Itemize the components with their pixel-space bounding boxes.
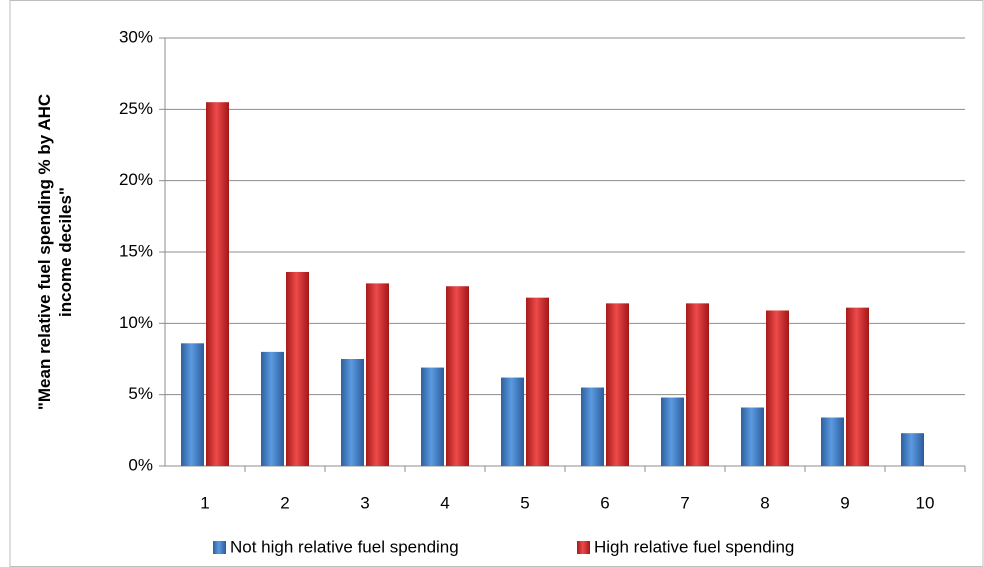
bar bbox=[846, 307, 869, 466]
legend-label: High relative fuel spending bbox=[594, 537, 794, 556]
y-tick-label: 20% bbox=[119, 170, 153, 189]
y-tick-label: 10% bbox=[119, 313, 153, 332]
x-tick-label: 2 bbox=[280, 493, 289, 512]
bar bbox=[766, 310, 789, 466]
bar bbox=[821, 417, 844, 466]
bar bbox=[286, 271, 309, 466]
bar bbox=[366, 283, 389, 466]
bar bbox=[901, 433, 924, 466]
bar bbox=[501, 377, 524, 466]
y-tick-label: 5% bbox=[128, 384, 153, 403]
bar bbox=[686, 303, 709, 466]
x-tick-label: 6 bbox=[600, 493, 609, 512]
x-tick-label: 8 bbox=[760, 493, 769, 512]
legend-label: Not high relative fuel spending bbox=[230, 537, 459, 556]
bar bbox=[206, 102, 229, 466]
y-tick-label: 15% bbox=[119, 241, 153, 260]
x-tick-label: 3 bbox=[360, 493, 369, 512]
chart-frame bbox=[9, 0, 984, 567]
x-tick-label: 10 bbox=[916, 493, 935, 512]
y-tick-label: 0% bbox=[128, 455, 153, 474]
y-tick-label: 30% bbox=[119, 27, 153, 46]
y-axis-label: "Mean relative fuel spending % by AHC in… bbox=[35, 93, 75, 411]
bar bbox=[181, 343, 204, 466]
bar bbox=[581, 387, 604, 466]
bar bbox=[261, 351, 284, 466]
legend-swatch bbox=[213, 541, 226, 554]
x-tick-label: 4 bbox=[440, 493, 449, 512]
bar bbox=[526, 297, 549, 466]
legend-swatch bbox=[577, 541, 590, 554]
x-tick-label: 5 bbox=[520, 493, 529, 512]
bar bbox=[606, 303, 629, 466]
x-tick-label: 7 bbox=[680, 493, 689, 512]
bar bbox=[446, 286, 469, 466]
bar bbox=[661, 397, 684, 466]
x-tick-label: 9 bbox=[840, 493, 849, 512]
bar bbox=[741, 407, 764, 466]
y-tick-label: 25% bbox=[119, 99, 153, 118]
bar bbox=[421, 367, 444, 466]
x-tick-label: 1 bbox=[200, 493, 209, 512]
bar bbox=[341, 359, 364, 466]
